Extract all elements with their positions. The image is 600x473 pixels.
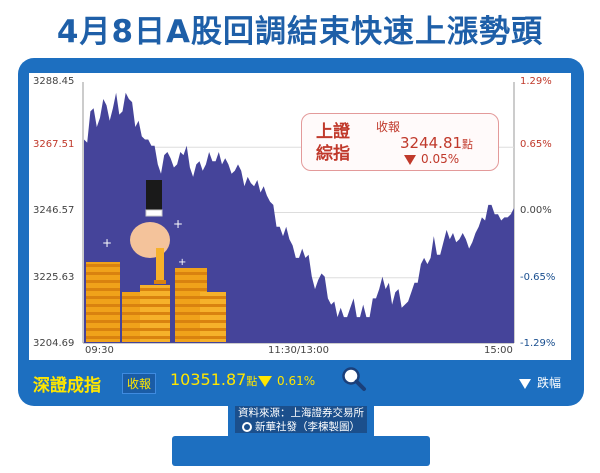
svg-text:+: + xyxy=(102,236,112,250)
y-tick-right-2: 0.00% xyxy=(520,205,552,216)
shanghai-value-unit: 點 xyxy=(462,138,474,151)
down-triangle-icon xyxy=(404,154,416,165)
source-panel xyxy=(235,406,367,433)
x-tick-0: 09:30 xyxy=(85,345,114,356)
shenzhen-change-value: 0.61% xyxy=(277,374,316,388)
svg-text:+: + xyxy=(178,257,186,268)
x-tick-1: 11:30/13:00 xyxy=(268,345,330,356)
down-triangle-icon xyxy=(519,378,531,389)
source-line-2: 新華社發（李楝製圖） xyxy=(255,421,360,433)
shenzhen-index-name: 深證成指 xyxy=(33,376,101,396)
shanghai-change: 0.05% xyxy=(404,152,459,166)
x-tick-2: 15:00 xyxy=(484,345,513,356)
hand-icon xyxy=(130,180,170,284)
sparkle-icons: + + + xyxy=(102,217,186,268)
y-tick-left-4: 3204.69 xyxy=(33,338,75,349)
y-tick-left-0: 3288.45 xyxy=(33,76,75,87)
shenzhen-close-label: 收報 xyxy=(122,373,157,394)
down-triangle-icon xyxy=(258,376,272,387)
xinhua-logo-icon xyxy=(242,422,252,432)
source-credit: 資料來源：上海證券交易所 新華社發（李楝製圖） xyxy=(228,406,374,434)
shenzhen-value-number: 10351.87 xyxy=(170,370,247,389)
shanghai-index-name: 上證綜指 xyxy=(316,122,350,164)
y-tick-right-1: 0.65% xyxy=(520,139,552,150)
source-line-2-row: 新華社發（李楝製圖） xyxy=(228,420,374,434)
page-title: 4月8日A股回調結束快速上漲勢頭 xyxy=(56,14,544,50)
y-tick-right-0: 1.29% xyxy=(520,76,552,87)
y-tick-right-3: -0.65% xyxy=(520,272,556,283)
svg-text:+: + xyxy=(173,217,183,231)
coin-stacks xyxy=(86,262,226,342)
shanghai-quote-box: 上證綜指 收報 3244.81點 0.05% xyxy=(301,113,499,171)
y-tick-left-1: 3267.51 xyxy=(33,139,75,150)
legend-decline: 跌幅 xyxy=(519,374,561,391)
source-line-1: 資料來源：上海證券交易所 xyxy=(238,407,364,419)
monitor-stand-base xyxy=(172,436,430,466)
bottom-info-bar xyxy=(29,360,571,403)
y-tick-left-3: 3225.63 xyxy=(33,272,75,283)
y-tick-left-2: 3246.57 xyxy=(33,205,75,216)
shanghai-change-value: 0.05% xyxy=(421,152,460,166)
magnifier-icon xyxy=(342,367,366,391)
shanghai-close-label: 收報 xyxy=(376,120,401,134)
shenzhen-change: 0.61% xyxy=(258,374,315,388)
y-tick-right-4: -1.29% xyxy=(520,338,556,349)
legend-label: 跌幅 xyxy=(537,376,562,390)
shenzhen-close-value: 10351.87點 xyxy=(170,370,257,389)
shanghai-value-number: 3244.81 xyxy=(400,134,463,152)
shanghai-close-value: 3244.81點 xyxy=(400,134,473,152)
shenzhen-value-unit: 點 xyxy=(246,375,258,388)
